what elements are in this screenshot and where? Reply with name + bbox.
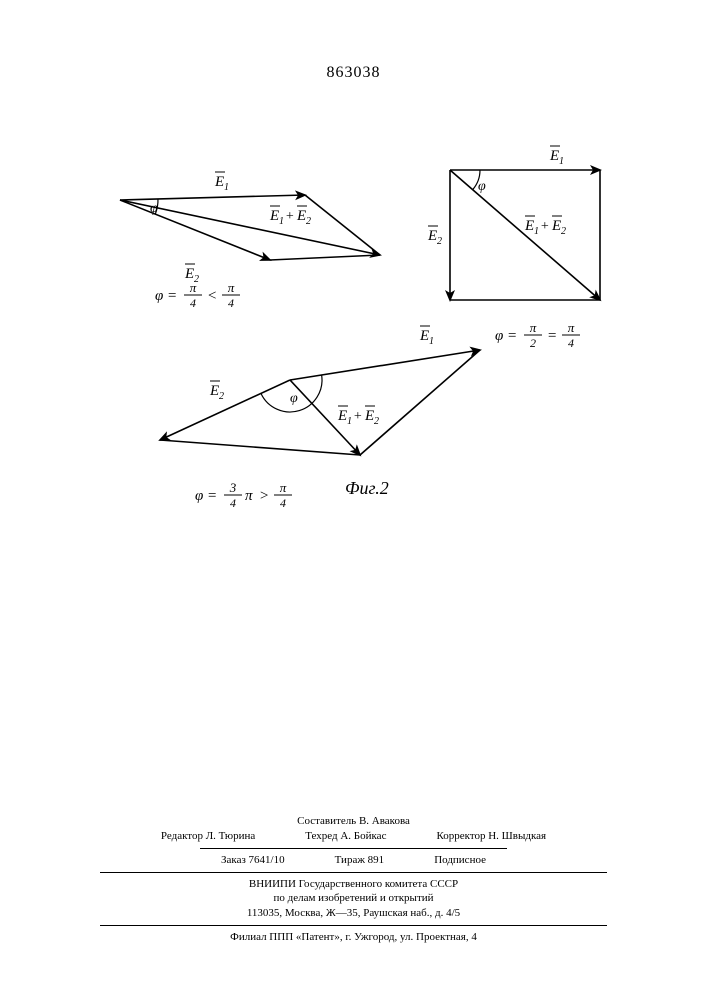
corrector-credit: Корректор Н. Швыдкая [436, 829, 546, 844]
svg-text:π: π [245, 488, 253, 504]
svg-text:2: 2 [306, 216, 311, 227]
svg-text:φ =: φ = [495, 328, 517, 344]
svg-text:2: 2 [374, 416, 379, 427]
svg-text:E: E [296, 208, 306, 224]
diagram-topLeft: E1E2E1+E2φφ =π4<π4 [120, 172, 380, 310]
svg-text:E: E [364, 408, 374, 424]
svg-text:4: 4 [280, 496, 286, 510]
svg-text:+: + [353, 409, 362, 424]
svg-text:1: 1 [279, 216, 284, 227]
svg-text:π: π [530, 320, 537, 335]
svg-text:π: π [228, 280, 235, 295]
svg-text:4: 4 [190, 296, 196, 310]
svg-text:E: E [269, 208, 279, 224]
svg-text:E: E [419, 328, 429, 344]
patent-number: 863038 [0, 64, 707, 82]
svg-text:=: = [547, 328, 557, 344]
svg-text:E: E [551, 218, 561, 234]
svg-text:π: π [280, 480, 287, 495]
svg-text:2: 2 [437, 236, 442, 247]
svg-text:E: E [427, 228, 437, 244]
svg-text:φ: φ [290, 391, 298, 406]
svg-text:1: 1 [429, 336, 434, 347]
svg-text:2: 2 [530, 336, 536, 350]
svg-text:>: > [259, 488, 269, 504]
svg-text:1: 1 [534, 226, 539, 237]
podpisnoe: Подписное [434, 853, 486, 868]
svg-text:E: E [549, 148, 559, 164]
svg-text:E: E [337, 408, 347, 424]
diagram-topRight: E1E2E1+E2φφ =π2=π4 [427, 146, 600, 350]
svg-text:4: 4 [568, 336, 574, 350]
svg-text:4: 4 [228, 296, 234, 310]
svg-text:E: E [214, 174, 224, 190]
svg-text:1: 1 [559, 156, 564, 167]
diagram-area: E1E2E1+E2φφ =π4<π4E1E2E1+E2φφ =π2=π4E1E2… [60, 140, 640, 520]
vector-diagrams-svg: E1E2E1+E2φφ =π4<π4E1E2E1+E2φφ =π2=π4E1E2… [60, 140, 640, 520]
org-line-4: Филиал ППП «Патент», г. Ужгород, ул. Про… [0, 930, 707, 945]
svg-text:φ =: φ = [195, 488, 217, 504]
compiler-credit: Составитель В. Авакова [0, 814, 707, 829]
org-line-3: 113035, Москва, Ж—35, Раушская наб., д. … [0, 906, 707, 921]
order-number: Заказ 7641/10 [221, 853, 285, 868]
figure-label: Фиг.2 [345, 478, 389, 499]
svg-text:+: + [285, 209, 294, 224]
svg-text:4: 4 [230, 496, 236, 510]
svg-text:φ: φ [478, 179, 486, 194]
tirage: Тираж 891 [335, 853, 385, 868]
svg-text:+: + [540, 219, 549, 234]
svg-text:1: 1 [224, 182, 229, 193]
svg-text:2: 2 [219, 391, 224, 402]
svg-text:π: π [190, 280, 197, 295]
svg-text:φ =: φ = [155, 288, 177, 304]
svg-text:<: < [207, 288, 217, 304]
svg-text:φ: φ [150, 201, 158, 216]
org-line-2: по делам изобретений и открытий [0, 891, 707, 906]
org-line-1: ВНИИПИ Государственного комитета СССР [0, 877, 707, 892]
svg-text:E: E [209, 383, 219, 399]
svg-text:2: 2 [561, 226, 566, 237]
svg-text:π: π [568, 320, 575, 335]
tehred-credit: Техред А. Бойкас [305, 829, 386, 844]
diagram-bottom: E1E2E1+E2φφ =34π>π4 [160, 326, 480, 510]
svg-text:E: E [524, 218, 534, 234]
footer: Составитель В. Авакова Редактор Л. Тюрин… [0, 814, 707, 945]
svg-text:1: 1 [347, 416, 352, 427]
editor-credit: Редактор Л. Тюрина [161, 829, 255, 844]
svg-text:3: 3 [229, 480, 237, 495]
